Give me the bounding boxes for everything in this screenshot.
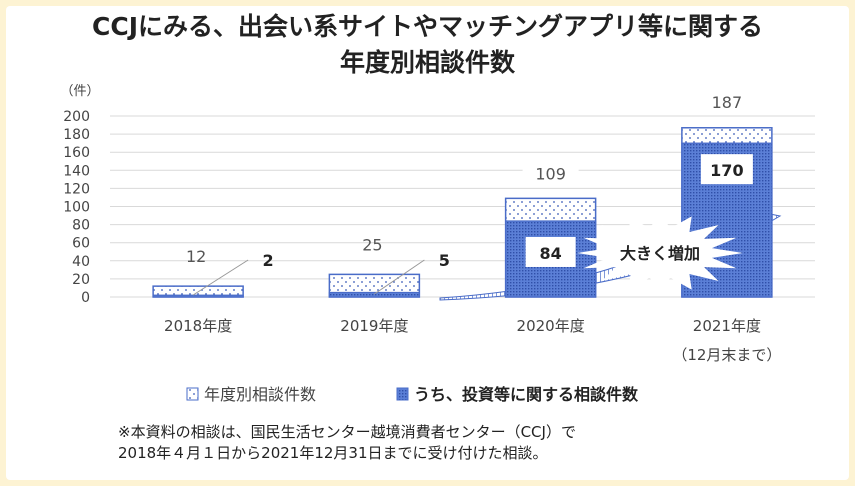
x-tick-label: 2020年度 [517, 317, 585, 335]
y-tick-label: 140 [63, 163, 90, 179]
x-tick-label: 2021年度 [693, 317, 761, 335]
footnote-line2: 2018年４月１日から2021年12月31日までに受け付けた相談。 [118, 444, 548, 462]
data-label-investment: 84 [539, 244, 561, 263]
legend-swatch-investment [396, 387, 409, 401]
x-tick-label: 2019年度 [340, 317, 408, 335]
bar-investment [328, 291, 420, 298]
bar-investment [505, 220, 597, 298]
legend-label-total: 年度別相談件数 [204, 385, 316, 404]
chart-subtitle: 年度別相談件数 [339, 48, 515, 77]
data-label-bg [525, 236, 576, 267]
y-tick-label: 40 [72, 254, 90, 270]
data-label-investment: 2 [263, 251, 274, 270]
data-label-investment: 170 [710, 161, 743, 180]
legend-swatch-total [186, 387, 199, 401]
y-tick-label: 100 [63, 200, 90, 216]
footnote-line1: ※本資料の相談は、国民生活センター越境消費者センター（CCJ）で [118, 423, 576, 441]
y-tick-label: 200 [63, 109, 90, 125]
y-tick-label: 60 [72, 236, 90, 252]
data-label-bg [700, 154, 753, 185]
data-label-total: 109 [535, 164, 566, 183]
y-tick-label: 0 [81, 290, 90, 306]
y-tick-label: 120 [63, 181, 90, 197]
data-label-total: 187 [712, 93, 743, 112]
y-tick-label: 20 [72, 272, 90, 288]
chart-title: CCJにみる、出会い系サイトやマッチングアプリ等に関する [92, 12, 763, 41]
bar-investment [152, 294, 244, 298]
y-tick-label: 80 [72, 218, 90, 234]
legend-label-investment: うち、投資等に関する相談件数 [414, 385, 639, 404]
leader-line [192, 259, 249, 296]
annotation-text: 大きく増加 [620, 244, 700, 263]
data-label-investment: 5 [439, 251, 450, 270]
data-label-total: 25 [362, 235, 382, 254]
x-tick-label: 2018年度 [164, 317, 232, 335]
annotation-burst [577, 213, 743, 293]
data-label-total: 12 [186, 247, 206, 266]
x-tick-sublabel: （12月末まで） [672, 346, 781, 364]
data-label-bg [522, 160, 579, 187]
y-tick-label: 160 [63, 145, 90, 161]
leader-line [374, 259, 425, 295]
y-tick-label: 180 [63, 127, 90, 143]
y-axis-label: （件） [60, 84, 99, 99]
